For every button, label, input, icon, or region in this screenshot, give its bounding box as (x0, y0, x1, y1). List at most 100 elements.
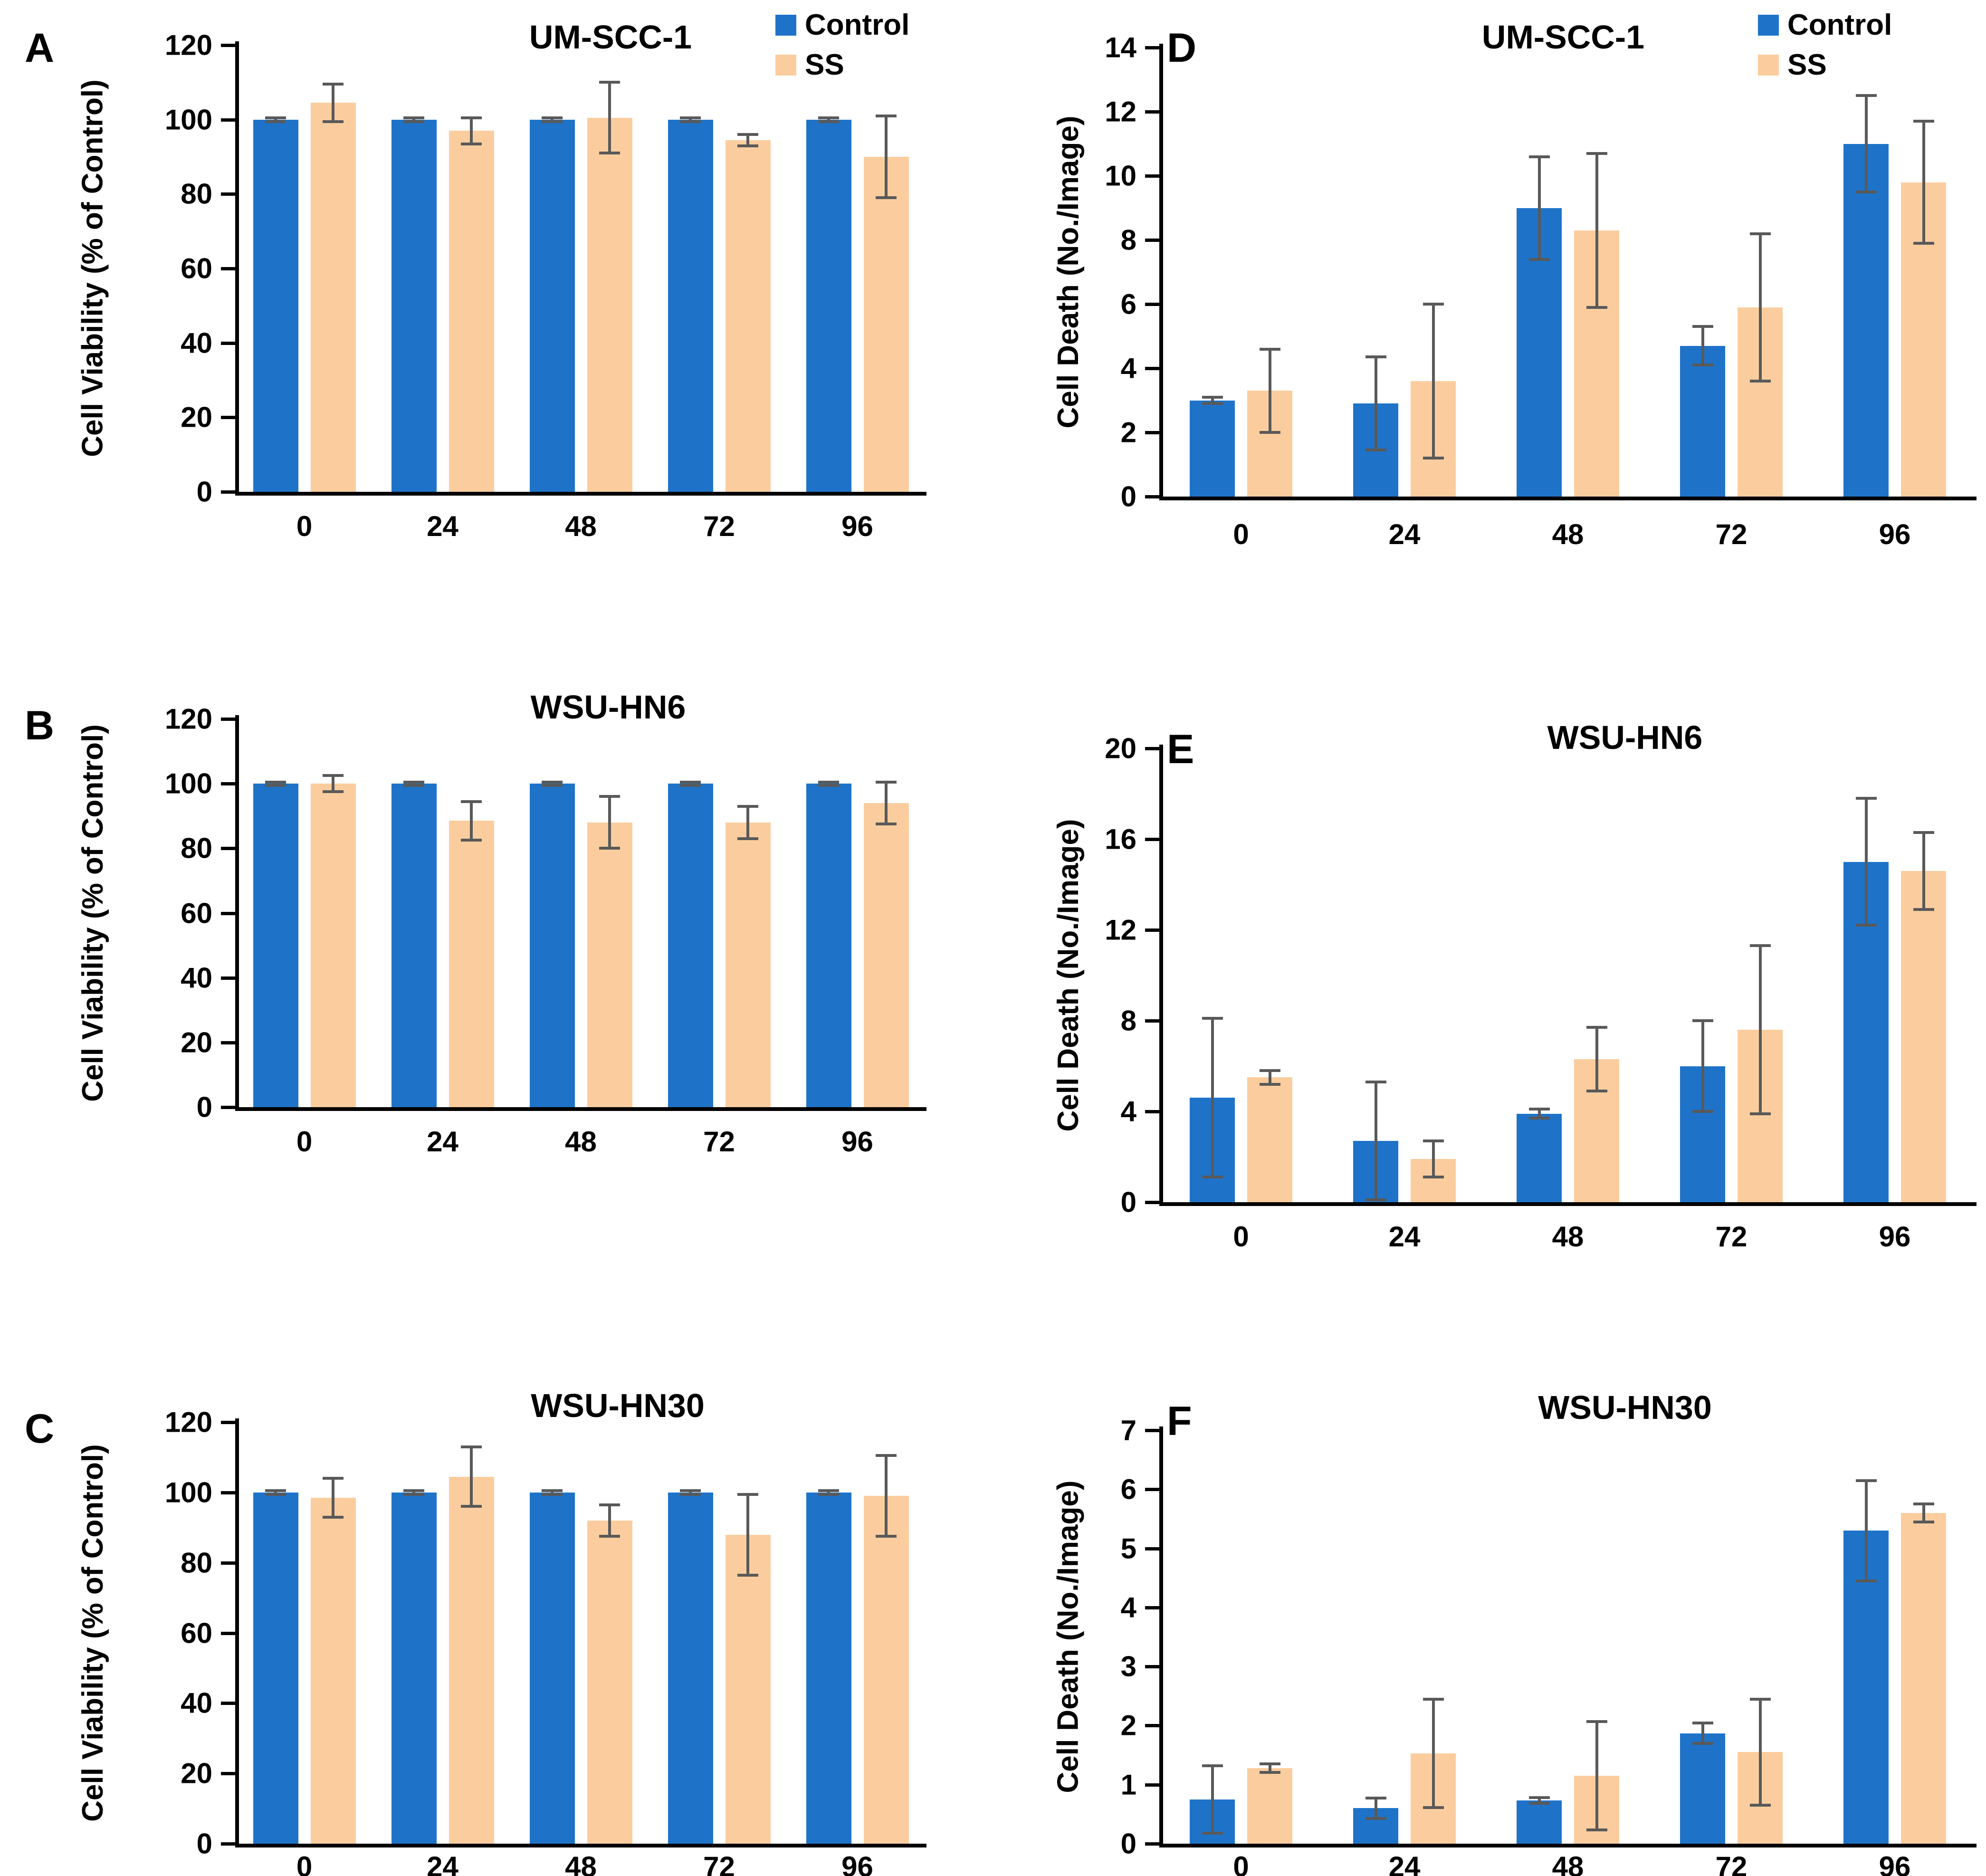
error-bar-cap-bottom (265, 1493, 286, 1496)
error-bar-cap-top (1586, 1026, 1607, 1029)
error-bar-cap-bottom (542, 120, 563, 123)
error-bar-cap-top (323, 774, 344, 777)
error-bar-cap-bottom (1913, 241, 1934, 245)
error-bar-cap-top (1528, 155, 1550, 158)
x-tick-label: 24 (427, 1851, 458, 1876)
x-tick-label: 48 (565, 1851, 597, 1876)
error-bar-cap-top (323, 83, 344, 86)
y-axis-line (235, 41, 239, 492)
y-tick-label: 100 (164, 104, 212, 136)
error-bar-line (1268, 1764, 1271, 1772)
error-bar-cap-bottom (876, 196, 897, 200)
y-tick-mark (221, 416, 235, 420)
bar-ss (863, 803, 909, 1107)
error-bar-cap-bottom (1913, 908, 1934, 911)
y-tick-label: 0 (196, 476, 212, 508)
legend-label-control: Control (805, 9, 910, 41)
error-bar-cap-bottom (323, 120, 344, 123)
legend-swatch-control (775, 15, 796, 36)
y-tick-mark (1145, 239, 1159, 242)
bar-ss (725, 822, 771, 1107)
error-bar-cap-bottom (265, 120, 286, 123)
x-tick-label: 48 (1552, 1221, 1584, 1253)
y-tick-label: 120 (164, 1406, 212, 1438)
error-bar-cap-bottom (1423, 1176, 1444, 1179)
y-tick-label: 60 (181, 1617, 212, 1649)
error-bar-cap-bottom (1586, 1828, 1607, 1832)
error-bar-cap-bottom (1855, 924, 1877, 927)
bar-control (1680, 345, 1725, 497)
error-bar-line (689, 782, 692, 785)
bar-ss (725, 1534, 771, 1844)
bar-control (391, 784, 437, 1107)
error-bar-line (470, 1446, 473, 1507)
error-bar-cap-bottom (818, 1493, 839, 1496)
error-bar-line (689, 117, 692, 122)
y-tick-label: 100 (164, 1476, 212, 1509)
error-bar-line (885, 1455, 888, 1537)
error-bar-cap-top (1586, 1720, 1607, 1723)
error-bar-line (551, 782, 554, 785)
error-bar-line (746, 1494, 749, 1575)
bar-ss (310, 1497, 356, 1844)
error-bar-line (1211, 1765, 1214, 1833)
chart-title: WSU-HN30 (1538, 1389, 1712, 1426)
error-bar-cap-bottom (323, 790, 344, 794)
legend-label-ss: SS (805, 48, 844, 81)
error-bar-line (274, 117, 277, 122)
error-bar-cap-top (1423, 1697, 1444, 1701)
bar-ss (587, 1520, 632, 1844)
error-bar-line (1922, 832, 1925, 910)
error-bar-cap-top (818, 780, 839, 784)
y-tick-mark (221, 341, 235, 345)
panel-letter-E: E (1167, 727, 1194, 772)
chart-title: UM-SCC-1 (1481, 19, 1645, 56)
error-bar-cap-top (1365, 1797, 1386, 1800)
error-bar-cap-bottom (323, 1515, 344, 1519)
error-bar-cap-bottom (1586, 306, 1607, 309)
error-bar-cap-bottom (542, 784, 563, 787)
error-bar-cap-bottom (1528, 1802, 1550, 1805)
y-tick-mark (1145, 1665, 1159, 1669)
error-bar-cap-bottom (599, 1535, 620, 1538)
panel-letter-F: F (1167, 1398, 1192, 1444)
error-bar-cap-top (1365, 1080, 1386, 1083)
error-bar-cap-bottom (1202, 1831, 1223, 1835)
error-bar-cap-top (680, 116, 701, 119)
error-bar-line (1922, 1504, 1925, 1522)
error-bar-cap-bottom (1692, 1742, 1713, 1745)
x-tick-label: 0 (296, 1126, 313, 1158)
bar-control (806, 1492, 851, 1844)
error-bar-cap-bottom (403, 1493, 424, 1496)
error-bar-cap-top (403, 1489, 424, 1493)
error-bar-cap-top (1259, 347, 1280, 351)
error-bar-cap-top (599, 795, 620, 798)
bar-ss (587, 822, 632, 1107)
x-tick-label: 0 (296, 1851, 313, 1876)
bar-control (253, 119, 298, 492)
bar-control (1843, 1531, 1889, 1844)
bar-control (391, 119, 437, 492)
y-tick-mark (1145, 174, 1159, 178)
x-axis-line (1159, 1844, 1976, 1847)
y-tick-label: 2 (1120, 416, 1136, 449)
bar-ss (863, 1496, 909, 1844)
y-tick-mark (1145, 1783, 1159, 1787)
error-bar-cap-top (1913, 831, 1934, 834)
x-tick-label: 48 (565, 510, 597, 542)
error-bar-line (1595, 1721, 1598, 1830)
y-tick-label: 120 (164, 29, 212, 61)
error-bar-line (551, 117, 554, 122)
error-bar-cap-bottom (1365, 1198, 1386, 1202)
y-tick-mark (1145, 838, 1159, 841)
error-bar-cap-top (265, 780, 286, 784)
bar-control (668, 784, 713, 1107)
y-tick-mark (221, 718, 235, 721)
y-tick-label: 0 (1120, 1828, 1136, 1860)
error-bar-cap-bottom (599, 152, 620, 155)
y-tick-label: 80 (181, 832, 212, 864)
bar-ss (1901, 871, 1946, 1202)
x-tick-label: 24 (1388, 518, 1421, 550)
error-bar-cap-top (1423, 1139, 1444, 1143)
error-bar-cap-top (1855, 1479, 1877, 1482)
